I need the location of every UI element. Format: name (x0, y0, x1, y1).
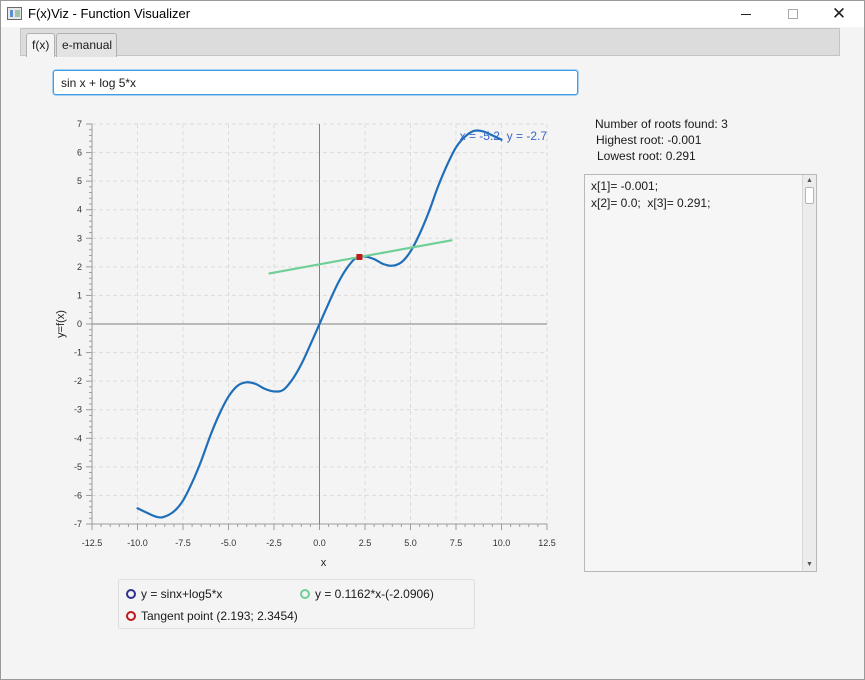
roots-summary: Number of roots found: 3 Highest root: -… (595, 116, 825, 164)
highest-root: Highest root: -0.001 (596, 133, 702, 147)
title-bar[interactable]: F(x)Viz - Function Visualizer ✕ (1, 1, 864, 27)
legend-tangent-point-icon (126, 611, 136, 621)
minimize-button[interactable] (723, 1, 769, 27)
y-tick-label: -7 (74, 519, 82, 529)
x-tick-label: 0.0 (313, 538, 326, 548)
chart-legend: y = sinx+log5*x y = 0.1162*x-(-2.0906) T… (118, 579, 475, 629)
minimize-icon (741, 13, 751, 15)
y-tick-label: 1 (77, 290, 82, 300)
legend-item-function[interactable]: y = sinx+log5*x (126, 587, 222, 601)
x-tick-label: 10.0 (493, 538, 511, 548)
y-axis-title: y=f(x) (55, 310, 67, 338)
y-tick-label: 7 (77, 119, 82, 129)
legend-function-label: y = sinx+log5*x (141, 587, 223, 601)
roots-list: x[1]= -0.001; x[2]= 0.0; x[3]= 0.291; (591, 179, 711, 210)
x-tick-label: 5.0 (404, 538, 417, 548)
scroll-up-icon[interactable]: ▲ (806, 177, 813, 184)
legend-function-icon (126, 589, 136, 599)
scroll-thumb[interactable] (805, 187, 814, 204)
y-tick-label: -6 (74, 490, 82, 500)
maximize-icon (788, 9, 798, 19)
y-tick-label: 5 (77, 176, 82, 186)
y-tick-label: 4 (77, 205, 82, 215)
y-tick-label: -5 (74, 462, 82, 472)
close-button[interactable]: ✕ (816, 1, 862, 27)
x-tick-label: -7.5 (175, 538, 191, 548)
window-title: F(x)Viz - Function Visualizer (28, 6, 191, 21)
x-axis-title: x (321, 557, 327, 569)
maximize-button[interactable] (770, 1, 816, 27)
lowest-root: Lowest root: 0.291 (597, 149, 696, 163)
tab-bar: f(x) e-manual (20, 28, 840, 57)
function-input[interactable] (53, 70, 578, 95)
close-icon: ✕ (831, 4, 847, 24)
y-tick-label: -3 (74, 405, 82, 415)
x-tick-label: 12.5 (538, 538, 556, 548)
y-tick-label: 0 (77, 319, 82, 329)
tangent-point-marker (356, 253, 363, 260)
legend-tangent-line-icon (300, 589, 310, 599)
roots-list-area[interactable]: x[1]= -0.001; x[2]= 0.0; x[3]= 0.291; ▲ … (584, 174, 817, 572)
y-tick-label: 2 (77, 262, 82, 272)
tab-e-manual[interactable]: e-manual (56, 33, 117, 57)
legend-tangent-point-label: Tangent point (2.193; 2.3454) (141, 609, 298, 623)
vertical-scrollbar[interactable]: ▲ ▼ (802, 175, 816, 571)
legend-item-tangent-line[interactable]: y = 0.1162*x-(-2.0906) (300, 587, 434, 601)
app-icon (7, 7, 22, 20)
y-tick-label: -4 (74, 433, 82, 443)
x-tick-label: -12.5 (82, 538, 103, 548)
x-tick-label: -10.0 (127, 538, 148, 548)
scroll-down-icon[interactable]: ▼ (806, 561, 813, 568)
legend-tangent-line-label: y = 0.1162*x-(-2.0906) (315, 587, 434, 601)
function-curve (136, 129, 503, 519)
x-tick-label: 7.5 (450, 538, 463, 548)
y-tick-label: 6 (77, 148, 82, 158)
x-tick-label: -5.0 (221, 538, 237, 548)
y-tick-label: -2 (74, 376, 82, 386)
tab-fx[interactable]: f(x) (26, 33, 55, 57)
function-chart[interactable]: -12.5 -10.0 -7.5 -5.0 -2.5 0.0 2.5 5.0 7.5 10.0 12… (41, 109, 571, 574)
y-tick-label: -1 (74, 348, 82, 358)
legend-item-tangent-point[interactable]: Tangent point (2.193; 2.3454) (126, 609, 298, 623)
cursor-readout: x = -5.2, y = -2.7 (460, 129, 548, 143)
y-tick-label: 3 (77, 233, 82, 243)
roots-count: Number of roots found: 3 (595, 117, 728, 131)
x-tick-label: -2.5 (266, 538, 282, 548)
x-tick-label: 2.5 (359, 538, 372, 548)
